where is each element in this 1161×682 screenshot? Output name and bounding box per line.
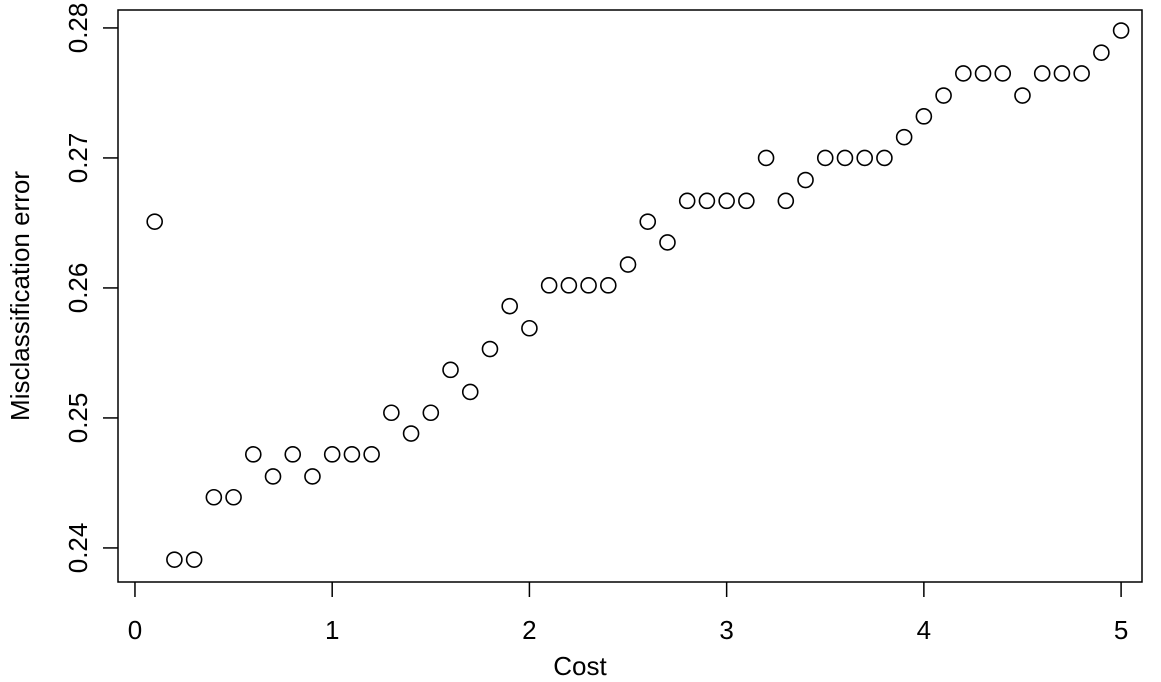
point	[600, 277, 617, 294]
x-tick-label: 3	[719, 615, 733, 645]
y-axis-label: Misclassification error	[5, 171, 35, 421]
point	[738, 192, 755, 210]
point	[363, 446, 380, 463]
point	[856, 149, 873, 167]
point	[166, 551, 183, 568]
point	[481, 340, 499, 358]
point	[442, 361, 459, 379]
point	[935, 87, 952, 104]
point	[955, 65, 972, 82]
point	[678, 192, 696, 210]
point	[1073, 65, 1090, 82]
x-axis-label: Cost	[553, 651, 607, 681]
point	[757, 149, 775, 167]
point	[264, 468, 282, 485]
point	[521, 319, 538, 337]
point	[718, 192, 735, 210]
y-tick-label: 0.28	[63, 3, 93, 54]
point	[422, 404, 440, 422]
point	[974, 65, 992, 82]
point	[1093, 44, 1110, 61]
point	[244, 446, 262, 463]
point	[1112, 22, 1130, 39]
point	[698, 192, 716, 210]
y-tick-label: 0.26	[63, 263, 93, 314]
point	[383, 404, 400, 422]
point	[540, 277, 558, 294]
x-tick-label: 1	[325, 615, 339, 645]
point	[343, 446, 361, 463]
y-tick-label: 0.24	[63, 523, 93, 574]
x-tick-label: 4	[917, 615, 931, 645]
point	[580, 277, 597, 294]
y-tick-label: 0.25	[63, 393, 93, 444]
y-tick-label: 0.27	[63, 133, 93, 184]
point	[994, 65, 1012, 82]
point	[205, 488, 223, 506]
point	[284, 446, 302, 463]
point	[461, 383, 479, 401]
point	[816, 149, 834, 167]
point	[1053, 65, 1071, 82]
point	[895, 128, 913, 146]
point	[659, 234, 676, 251]
point	[304, 468, 321, 485]
point	[1033, 65, 1051, 82]
x-tick-label: 0	[128, 615, 142, 645]
plot-frame	[117, 9, 1143, 583]
point	[619, 256, 637, 273]
point	[777, 192, 795, 210]
point	[185, 551, 203, 568]
point	[560, 277, 578, 294]
point	[146, 213, 163, 230]
point	[501, 297, 518, 315]
x-tick-label: 2	[522, 615, 536, 645]
point	[876, 149, 893, 167]
point	[915, 108, 933, 125]
point	[836, 149, 854, 167]
point	[1014, 87, 1031, 104]
point	[323, 446, 341, 463]
point	[639, 213, 657, 230]
point	[225, 488, 242, 506]
point	[402, 425, 420, 442]
point	[797, 171, 814, 189]
x-tick-label: 5	[1114, 615, 1128, 645]
